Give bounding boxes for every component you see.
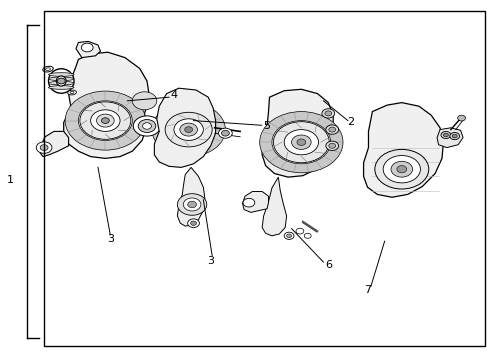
Circle shape bbox=[91, 110, 120, 131]
Ellipse shape bbox=[68, 90, 76, 95]
Circle shape bbox=[296, 228, 304, 234]
Circle shape bbox=[325, 111, 332, 116]
Circle shape bbox=[260, 112, 343, 173]
Polygon shape bbox=[177, 167, 205, 226]
Ellipse shape bbox=[46, 68, 50, 71]
Circle shape bbox=[174, 119, 203, 140]
Circle shape bbox=[287, 234, 292, 238]
Circle shape bbox=[383, 156, 420, 183]
Polygon shape bbox=[243, 192, 269, 212]
Text: 7: 7 bbox=[364, 285, 371, 295]
Circle shape bbox=[133, 116, 161, 136]
Circle shape bbox=[458, 115, 466, 121]
Ellipse shape bbox=[43, 66, 53, 72]
Circle shape bbox=[272, 121, 331, 164]
Text: 3: 3 bbox=[207, 256, 214, 266]
Polygon shape bbox=[262, 177, 287, 236]
Circle shape bbox=[152, 103, 225, 157]
Text: 6: 6 bbox=[325, 260, 332, 270]
Polygon shape bbox=[40, 131, 69, 157]
Circle shape bbox=[304, 233, 311, 238]
Circle shape bbox=[219, 128, 232, 138]
Polygon shape bbox=[437, 128, 463, 148]
Circle shape bbox=[183, 198, 201, 211]
Circle shape bbox=[273, 122, 329, 163]
Circle shape bbox=[326, 125, 339, 134]
Ellipse shape bbox=[49, 77, 74, 81]
Ellipse shape bbox=[49, 73, 74, 76]
Circle shape bbox=[441, 131, 451, 139]
Polygon shape bbox=[154, 88, 216, 167]
Circle shape bbox=[443, 133, 448, 137]
Circle shape bbox=[221, 130, 229, 136]
Circle shape bbox=[81, 43, 93, 52]
Circle shape bbox=[375, 149, 429, 189]
Circle shape bbox=[188, 219, 199, 228]
Polygon shape bbox=[262, 89, 333, 177]
Circle shape bbox=[165, 112, 212, 147]
Text: 4: 4 bbox=[171, 90, 177, 100]
Ellipse shape bbox=[49, 69, 74, 93]
Text: 3: 3 bbox=[107, 234, 114, 244]
Circle shape bbox=[243, 198, 255, 207]
Circle shape bbox=[80, 102, 131, 139]
Circle shape bbox=[65, 91, 146, 150]
Circle shape bbox=[297, 139, 306, 145]
Circle shape bbox=[40, 145, 48, 150]
Circle shape bbox=[191, 221, 196, 225]
Polygon shape bbox=[76, 41, 100, 58]
Ellipse shape bbox=[49, 86, 74, 89]
Circle shape bbox=[397, 166, 407, 173]
Circle shape bbox=[284, 130, 318, 155]
Circle shape bbox=[180, 123, 197, 136]
Circle shape bbox=[450, 132, 460, 140]
Circle shape bbox=[329, 143, 336, 148]
Circle shape bbox=[185, 127, 193, 132]
Circle shape bbox=[57, 78, 65, 84]
Circle shape bbox=[143, 123, 151, 129]
Circle shape bbox=[326, 141, 339, 150]
Circle shape bbox=[284, 232, 294, 239]
Text: 5: 5 bbox=[264, 121, 270, 131]
Circle shape bbox=[138, 120, 156, 132]
Text: 2: 2 bbox=[347, 117, 354, 127]
Ellipse shape bbox=[56, 76, 66, 86]
Polygon shape bbox=[364, 103, 443, 197]
Circle shape bbox=[163, 111, 214, 148]
Circle shape bbox=[78, 101, 132, 140]
Circle shape bbox=[322, 109, 335, 118]
Ellipse shape bbox=[70, 91, 74, 94]
Circle shape bbox=[177, 194, 207, 215]
Ellipse shape bbox=[49, 81, 74, 85]
Circle shape bbox=[132, 92, 157, 110]
Text: 1: 1 bbox=[7, 175, 14, 185]
Circle shape bbox=[391, 161, 413, 177]
Circle shape bbox=[329, 127, 336, 132]
Polygon shape bbox=[64, 52, 149, 158]
Circle shape bbox=[292, 135, 311, 149]
Circle shape bbox=[452, 134, 457, 138]
Circle shape bbox=[101, 118, 109, 123]
Circle shape bbox=[36, 142, 52, 153]
Circle shape bbox=[97, 114, 114, 127]
Circle shape bbox=[188, 201, 196, 208]
